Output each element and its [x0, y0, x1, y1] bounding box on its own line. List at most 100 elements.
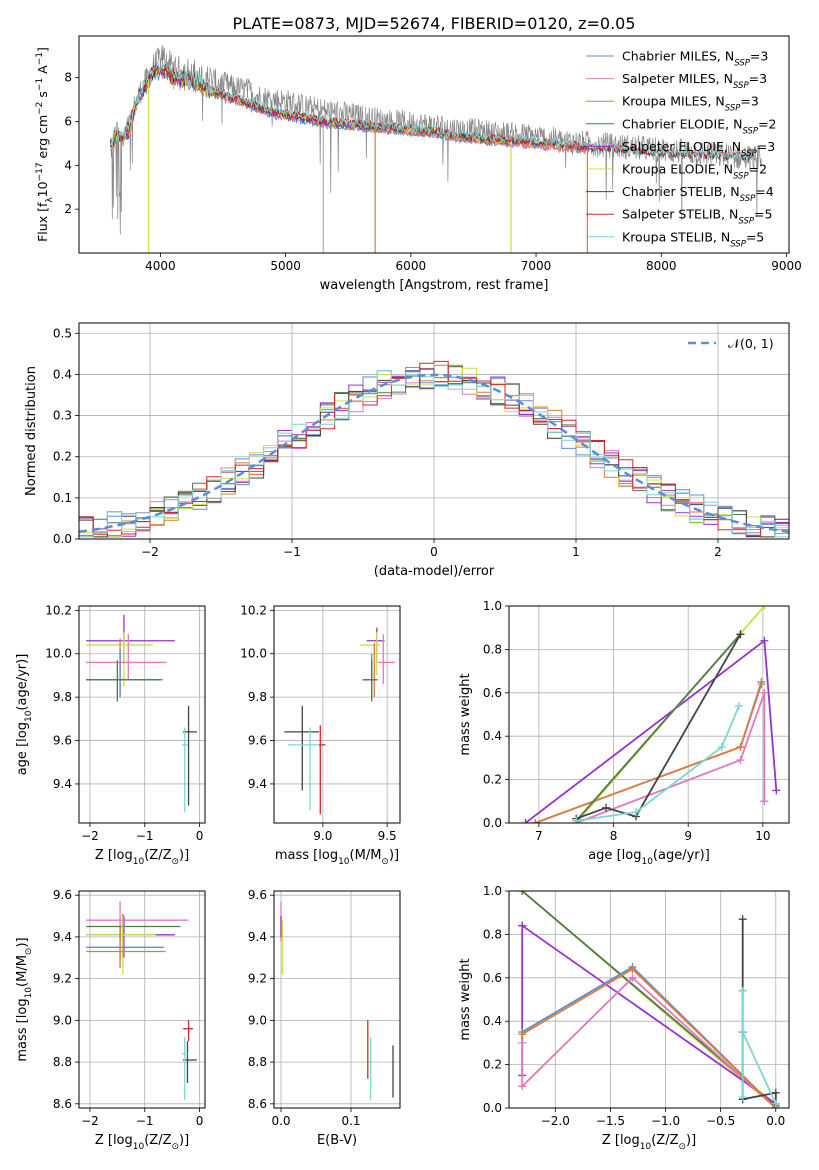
y-tick-label: 4 — [64, 158, 72, 172]
y-axis-label: mass weight — [458, 958, 473, 1040]
y-axis-label: Flux [fλ10−17 erg cm−2 s−1 A−1] — [35, 47, 55, 242]
y-tick-label: 0.4 — [483, 729, 502, 743]
y-tick-label: 9.4 — [248, 930, 267, 944]
x-tick-label: 7000 — [521, 259, 552, 273]
y-tick-label: 9.6 — [53, 888, 72, 902]
residual-histogram — [79, 360, 789, 536]
y-tick-label: 0.8 — [483, 642, 502, 656]
weight-line — [521, 965, 777, 1108]
x-tick-label: 9.5 — [378, 829, 397, 843]
y-tick-label: 9.8 — [53, 690, 72, 704]
y-tick-label: 9.6 — [248, 888, 267, 902]
x-tick-label: 0.1 — [341, 1114, 360, 1128]
weight-marker — [760, 688, 769, 697]
legend-label: Salpeter ELODIE, NSSP=3 — [622, 139, 775, 159]
y-tick-label: 0.0 — [483, 816, 502, 830]
weight-marker — [760, 606, 769, 610]
y-tick-label: 8.6 — [248, 1097, 267, 1111]
x-tick-label: 0 — [196, 829, 204, 843]
weight-marker — [760, 636, 769, 645]
y-tick-label: 0.2 — [483, 1058, 502, 1072]
weight-line — [741, 990, 777, 1105]
weight-marker — [736, 630, 745, 639]
data-point — [86, 916, 156, 975]
y-tick-label: 0.1 — [53, 491, 72, 505]
y-tick-label: 0.2 — [483, 773, 502, 787]
x-tick-label: 2 — [714, 545, 722, 559]
weight-plot-area — [521, 606, 781, 823]
y-tick-label: 10.2 — [45, 603, 72, 617]
x-axis-label: Z [log10​(Z/Z⊙)] — [95, 1133, 189, 1152]
y-tick-label: 9.0 — [248, 1013, 267, 1027]
spectrum-panel: 4000 5000 6000 7000 8000 9000 2 4 6 8 wavelength [… — [35, 35, 802, 293]
age-vs-metallicity-panel: −2 −1 0 9.4 9.6 9.8 10.0 10.2 Z [log10​(Z/Z⊙)] ag… — [15, 603, 206, 867]
plot-frame — [273, 890, 401, 1109]
plot-frame — [78, 35, 790, 254]
y-tick-label: 10.2 — [240, 603, 267, 617]
plot-frame — [273, 605, 401, 824]
x-tick-label: −1 — [136, 829, 154, 843]
weight-marker — [518, 1030, 527, 1039]
x-tick-label: 9 — [684, 829, 692, 843]
y-tick-label: 9.4 — [248, 777, 267, 791]
y-tick-label: 8.8 — [248, 1055, 267, 1069]
y-tick-label: 6 — [64, 114, 72, 128]
weight-marker — [572, 816, 581, 823]
y-tick-label: 0.4 — [53, 367, 72, 381]
weight-marker — [736, 743, 745, 752]
data-point — [362, 642, 379, 698]
age-vs-mass-panel: 9.0 9.5 9.4 9.6 9.8 10.0 10.2 mass [log10​(M/M⊙… — [240, 603, 401, 867]
residual-plot-area — [79, 360, 789, 538]
weight-marker — [717, 743, 726, 752]
x-axis-label: Z [log10​(Z/Z⊙)] — [602, 1133, 696, 1152]
weight-marker — [518, 1038, 527, 1047]
x-tick-label: −1 — [283, 545, 301, 559]
y-axis-label: age [log10​(age/yr)] — [15, 654, 34, 776]
y-tick-label: 0.0 — [483, 1101, 502, 1115]
x-tick-label: −2 — [81, 1114, 99, 1128]
legend-label: Kroupa MILES, NSSP=3 — [622, 94, 759, 114]
plot-frame — [508, 605, 790, 824]
spectrum-plot-area — [109, 44, 762, 253]
weight-marker — [531, 819, 540, 823]
weight-line — [575, 633, 742, 820]
y-tick-label: 9.2 — [53, 972, 72, 986]
x-tick-label: 6000 — [396, 259, 427, 273]
x-tick-label: −2 — [141, 545, 159, 559]
y-tick-label: 9.8 — [248, 690, 267, 704]
x-axis-label: wavelength [Angstrom, rest frame] — [320, 278, 549, 293]
data-point — [86, 614, 175, 663]
y-tick-label: 0.4 — [483, 1014, 502, 1028]
data-point — [86, 926, 164, 962]
y-tick-label: 0.6 — [483, 686, 502, 700]
data-point — [181, 727, 188, 813]
y-tick-label: 8 — [64, 71, 72, 85]
x-tick-label: 8000 — [646, 259, 677, 273]
weight-line — [521, 923, 777, 1105]
x-tick-label: 0 — [430, 545, 438, 559]
plot-frame — [78, 890, 206, 1109]
weight-line — [575, 692, 766, 823]
y-tick-label: 9.4 — [53, 777, 72, 791]
y-tick-label: 9.4 — [53, 930, 72, 944]
y-axis-label: mass [log10​(M/M⊙)] — [15, 937, 34, 1061]
y-tick-label: 0.0 — [53, 532, 72, 546]
plot-frame — [78, 605, 206, 824]
weight-marker — [738, 1093, 747, 1102]
x-tick-label: 1 — [572, 545, 580, 559]
y-tick-label: 1.0 — [483, 599, 502, 613]
y-tick-label: 0.6 — [483, 971, 502, 985]
data-point — [362, 660, 377, 702]
weight-marker — [772, 786, 781, 795]
x-tick-label: −2 — [81, 829, 99, 843]
data-point — [288, 727, 319, 810]
data-point — [360, 632, 380, 676]
x-axis-label: Z [log10​(Z/Z⊙)] — [95, 848, 189, 867]
residual-distribution-panel: −2 −1 0 1 2 0.0 0.1 0.2 0.3 0.4 0.5 (data-model)/er… — [24, 322, 790, 579]
mass-weight-vs-metallicity-panel: −2.0 −1.5 −1.0 −0.5 0.0 0.0 0.2 0.4 0.6 0.8 1.0 Z [… — [458, 884, 790, 1152]
y-tick-label: 10.0 — [45, 647, 72, 661]
x-tick-label: −1.0 — [651, 1114, 680, 1128]
y-axis-label: mass weight — [458, 673, 473, 755]
weight-marker — [738, 1028, 747, 1037]
x-tick-label: −0.5 — [706, 1114, 735, 1128]
